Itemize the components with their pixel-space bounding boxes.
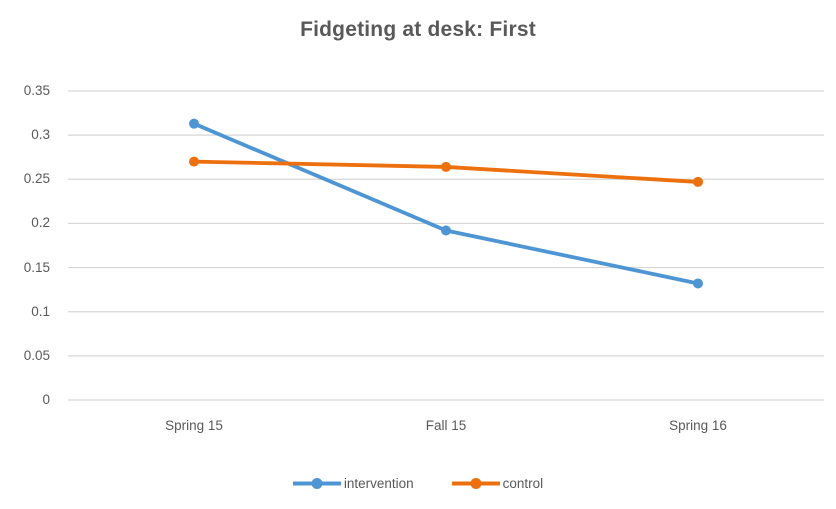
data-point-control: [441, 161, 451, 172]
y-axis-tick-label: 0: [42, 392, 50, 407]
data-point-control: [693, 176, 703, 187]
legend-line-marker-icon: [292, 478, 341, 489]
data-point-intervention: [441, 225, 451, 236]
legend-line-marker-icon: [451, 478, 500, 489]
y-axis-tick-label: 0.25: [23, 171, 50, 187]
series-line-intervention: [192, 121, 700, 286]
data-point-intervention: [189, 118, 199, 129]
data-point-control: [189, 156, 199, 167]
y-axis-tick-label: 0.35: [23, 83, 50, 98]
legend-item-label: control: [502, 476, 544, 491]
x-axis-category-label: Spring 16: [669, 418, 727, 433]
y-axis-tick-label: 0.05: [23, 347, 50, 363]
legend: intervention control: [0, 476, 836, 491]
legend-item-intervention: intervention: [292, 476, 414, 491]
y-axis-tick-label: 0.3: [31, 127, 50, 143]
y-axis-tick-label: 0.15: [23, 259, 50, 275]
data-point-intervention: [693, 278, 703, 289]
y-axis-tick-label: 0.2: [31, 215, 50, 231]
y-axis-tick-label: 0.1: [31, 303, 50, 319]
x-axis-category-label: Fall 15: [425, 418, 467, 433]
legend-item-label: intervention: [343, 476, 414, 491]
chart-title: Fidgeting at desk: First: [300, 18, 536, 41]
legend-item-control: control: [451, 476, 544, 491]
x-axis-category-label: Spring 15: [165, 418, 223, 433]
